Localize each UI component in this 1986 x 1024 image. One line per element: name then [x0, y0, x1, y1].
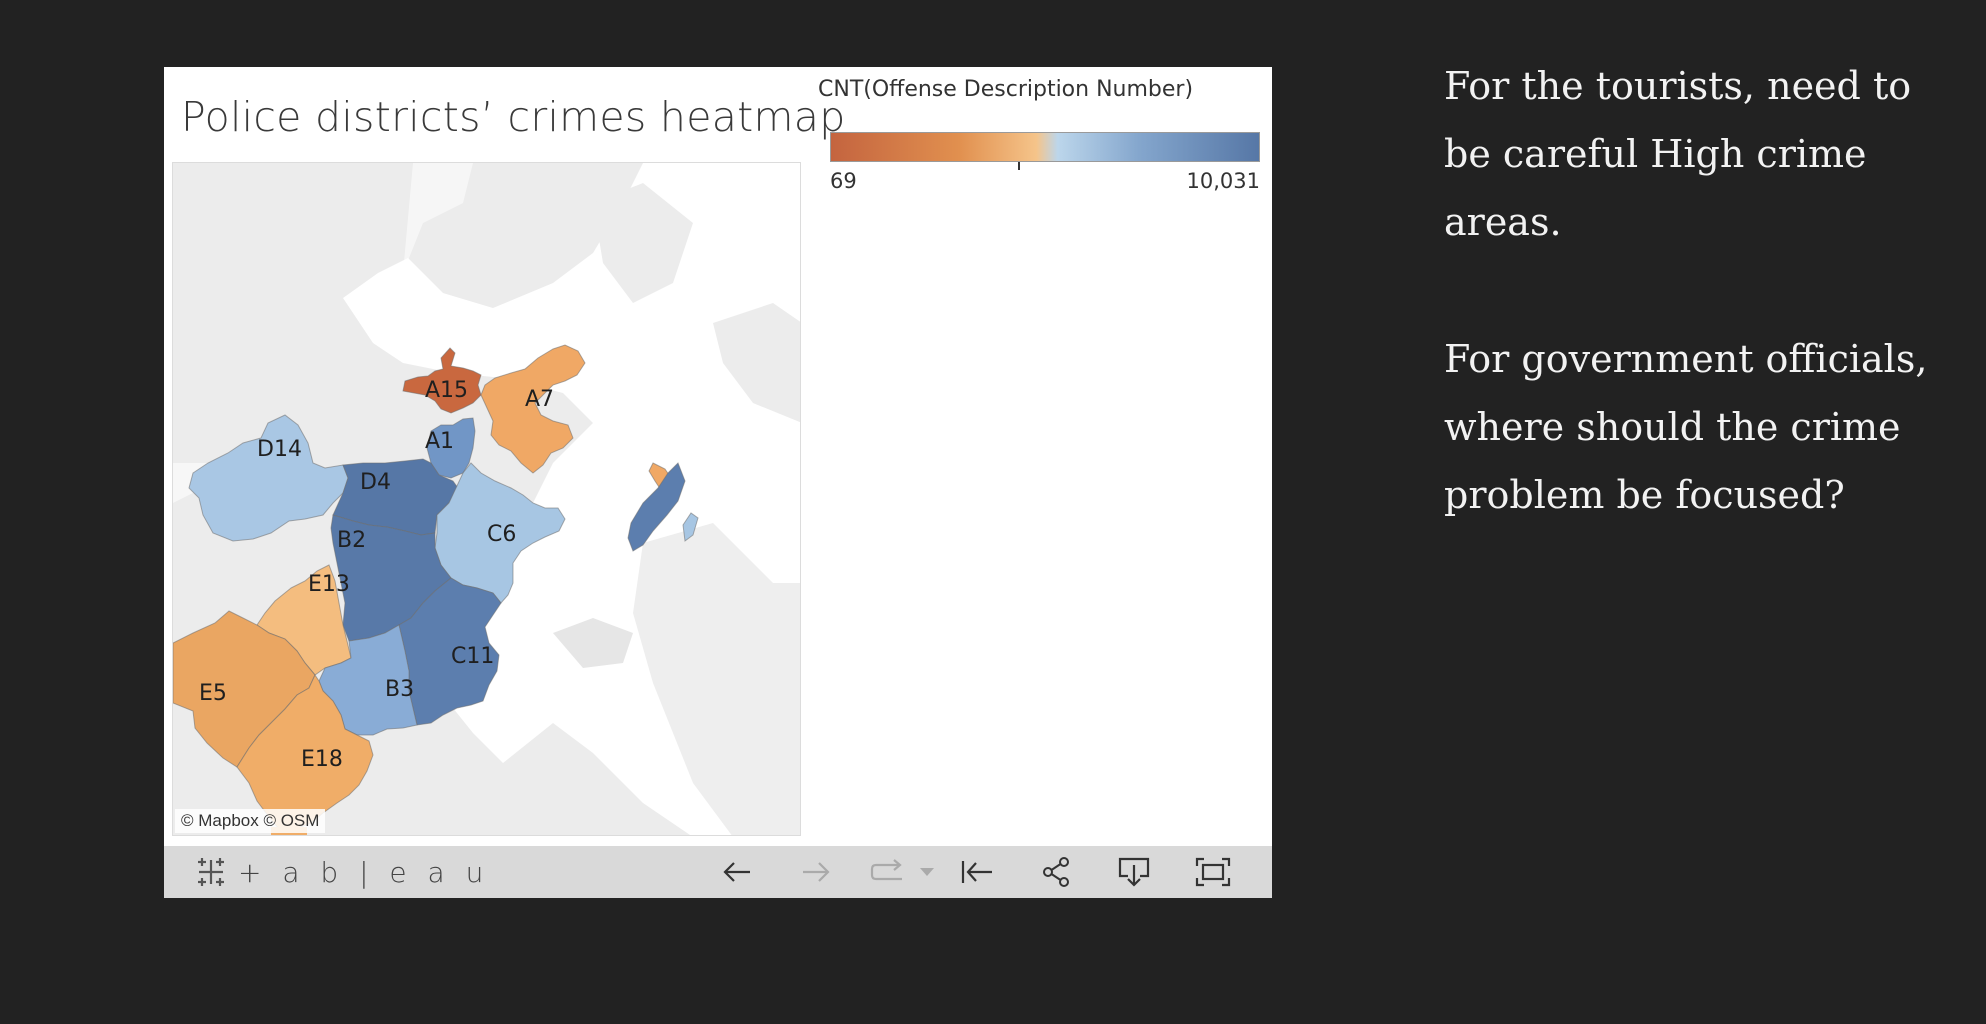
label-E5: E5: [199, 681, 227, 706]
map-water: [403, 163, 473, 273]
undo-icon: [723, 862, 750, 882]
download-icon: [1118, 857, 1150, 887]
tableau-toolbar: + a b | e a u: [164, 846, 1272, 898]
share-icon: [1043, 857, 1069, 887]
undo-button[interactable]: [715, 854, 759, 890]
label-A1: A1: [425, 429, 454, 454]
district-map[interactable]: A15 A7 A1 D14 D4 C6 B2 E13 C11 B3 E5 E18…: [172, 162, 801, 836]
label-E18: E18: [301, 747, 343, 772]
tableau-viz: Police districts’ crimes heatmap: [164, 67, 1272, 898]
district-B3[interactable]: [318, 624, 418, 736]
legend-max-label: 10,031: [1186, 169, 1260, 193]
legend-title: CNT(Offense Description Number): [818, 77, 1194, 102]
share-button[interactable]: [1034, 854, 1078, 890]
side-notes: For the tourists, need to be careful Hig…: [1444, 52, 1964, 598]
color-legend[interactable]: CNT(Offense Description Number) 69 10,03…: [818, 77, 1260, 193]
label-A15: A15: [425, 378, 468, 403]
revert-dropdown-icon: [920, 868, 934, 876]
label-C11: C11: [451, 644, 494, 669]
tableau-wordmark: + a b | e a u: [238, 855, 490, 889]
label-C6: C6: [487, 522, 516, 547]
label-D14: D14: [257, 437, 302, 462]
label-A7: A7: [525, 387, 554, 412]
tableau-logo-icon: [198, 858, 224, 886]
fullscreen-icon: [1195, 857, 1231, 887]
legend-midpoint-tick: [1018, 162, 1020, 170]
map-attribution[interactable]: © Mapbox © OSM: [175, 809, 326, 833]
revert-button[interactable]: [866, 854, 910, 890]
legend-gradient: [830, 132, 1260, 162]
fullscreen-button[interactable]: [1191, 854, 1235, 890]
label-E13: E13: [308, 572, 350, 597]
label-B3: B3: [385, 677, 414, 702]
viz-title: Police districts’ crimes heatmap: [181, 93, 846, 141]
reset-icon: [961, 861, 992, 883]
reset-button[interactable]: [955, 854, 999, 890]
note-officials: For government officials, where should t…: [1444, 337, 1928, 517]
district-A15[interactable]: [402, 347, 482, 414]
tableau-logo[interactable]: + a b | e a u: [194, 852, 489, 892]
revert-icon: [870, 859, 902, 881]
district-layer: [173, 344, 699, 830]
label-D4: D4: [360, 470, 391, 495]
label-B2: B2: [337, 528, 366, 553]
redo-button[interactable]: [794, 854, 838, 890]
note-tourists: For the tourists, need to be careful Hig…: [1444, 64, 1912, 244]
download-button[interactable]: [1112, 854, 1156, 890]
redo-icon: [803, 862, 830, 882]
legend-min-label: 69: [830, 169, 857, 193]
revert-dropdown[interactable]: [916, 854, 938, 890]
